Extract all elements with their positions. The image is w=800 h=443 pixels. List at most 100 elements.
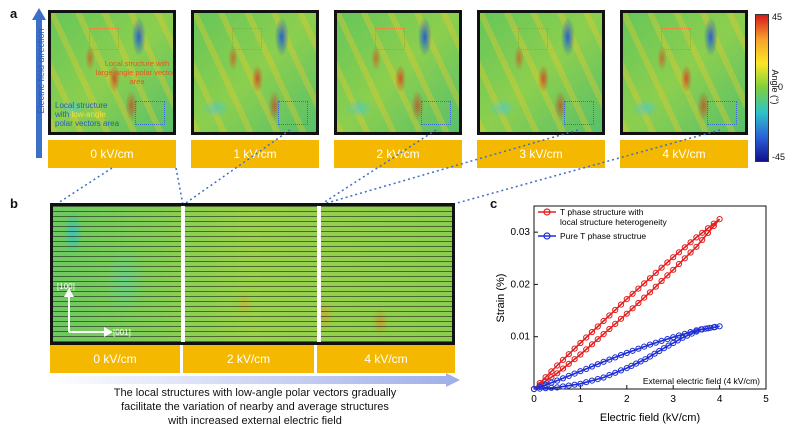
series-point	[641, 343, 648, 350]
series-point	[629, 305, 636, 312]
series-point	[565, 382, 572, 389]
colorbar-tick-0: 0	[778, 82, 784, 92]
increasing-field-arrow	[48, 373, 460, 387]
y-tick-label: 0.02	[511, 279, 531, 290]
series-point	[704, 225, 712, 232]
series-point	[707, 324, 714, 331]
series-point	[600, 374, 607, 381]
up-arrow-icon	[32, 8, 46, 158]
series-point	[658, 277, 665, 285]
angle-map-0: Local structure with large-angle polar v…	[48, 10, 176, 135]
series-point	[681, 244, 688, 251]
series-point	[617, 352, 625, 359]
series-point	[542, 381, 549, 388]
series-point	[554, 362, 561, 369]
legend-marker-1	[543, 232, 551, 240]
series-point	[687, 239, 694, 246]
series-point	[559, 383, 567, 390]
series-point	[670, 339, 677, 347]
external-field-annotation: External electric field (4 kV/cm)	[643, 376, 760, 386]
series-point	[606, 356, 613, 363]
x-tick-label: 0	[531, 394, 537, 405]
x-axis-label: Electric field (kV/cm)	[600, 412, 700, 424]
series-point	[665, 342, 672, 349]
series-point	[617, 367, 625, 374]
series-point	[554, 377, 561, 384]
series-point	[674, 337, 681, 344]
x-tick-label: 1	[578, 394, 584, 405]
axis-100-label: [100]	[57, 282, 75, 291]
series-point	[612, 320, 619, 328]
large-angle-annotation: Local structure with large-angle polar v…	[95, 59, 176, 86]
series-point	[658, 337, 665, 344]
series-point	[554, 384, 561, 391]
series-point	[588, 377, 596, 384]
series-point	[623, 296, 630, 303]
series-point	[536, 385, 543, 392]
series-point	[565, 351, 572, 358]
series-point	[571, 370, 578, 377]
series-point	[554, 370, 561, 377]
low-angle-region	[421, 101, 451, 125]
series-point	[646, 341, 654, 348]
low-angle-region	[135, 101, 165, 125]
series-point	[623, 365, 630, 372]
map-divider	[181, 206, 185, 342]
series-point	[600, 358, 607, 365]
series-point	[559, 365, 567, 372]
series-point	[664, 336, 671, 343]
series-point	[600, 331, 607, 338]
series-point	[606, 372, 613, 379]
series-point	[670, 254, 677, 261]
series-point	[646, 275, 654, 282]
series-point	[629, 290, 636, 297]
caption-line-1: The local structures with low-angle pola…	[113, 387, 397, 399]
low-angle-region	[564, 101, 594, 125]
plot-frame	[533, 205, 767, 390]
low-angle-highlight: low-angle	[71, 110, 106, 119]
field-label-a-0: 0 kV/cm	[48, 140, 176, 168]
y-tick-label: 0.01	[511, 332, 531, 343]
angle-map-3	[477, 10, 605, 135]
low-angle-annotation: Local structure with low-angle polar vec…	[55, 101, 135, 128]
large-angle-region	[518, 28, 548, 50]
series-point	[646, 353, 654, 360]
large-angle-region	[232, 28, 262, 50]
field-label-b-1: 2 kV/cm	[183, 345, 314, 373]
series-point	[577, 368, 584, 375]
series-point	[559, 356, 567, 363]
series-point	[617, 301, 625, 308]
field-label-a-1: 1 kV/cm	[191, 140, 319, 168]
panel-b-caption: The local structures with low-angle pola…	[60, 386, 450, 428]
panel-letter-a: a	[10, 6, 18, 21]
series-point	[623, 310, 630, 317]
series-point	[588, 328, 596, 336]
series-point	[704, 325, 712, 332]
series-point	[693, 243, 700, 250]
field-label-a-4: 4 kV/cm	[620, 140, 748, 168]
large-angle-region	[89, 28, 119, 50]
series-point	[571, 356, 578, 363]
series-point	[635, 345, 642, 352]
series-point	[600, 317, 607, 325]
series-point	[577, 339, 584, 347]
axis-001-label: [001]	[113, 328, 131, 337]
series-point	[652, 283, 659, 290]
strain-chart: 0 1 2 3 4 5 0.01 0.02 0.03 T phase structure wit…	[495, 205, 769, 424]
series-point	[660, 345, 667, 352]
series-point	[565, 360, 572, 367]
x-tick-label: 5	[763, 394, 769, 405]
low-angle-region	[278, 101, 308, 125]
field-label-a-2: 2 kV/cm	[334, 140, 462, 168]
legend-text-0-0: T phase structure with	[560, 207, 644, 217]
series-point	[588, 341, 596, 348]
colorbar-tick-minus45: -45	[772, 152, 786, 162]
series-point	[675, 249, 683, 256]
angle-colorbar	[755, 14, 769, 162]
series-point	[635, 285, 642, 292]
series-point	[651, 350, 658, 357]
electric-field-arrow: Electric field direction	[24, 8, 54, 158]
series-point	[542, 378, 549, 385]
large-angle-region	[661, 28, 691, 50]
field-label-b-0: 0 kV/cm	[50, 345, 180, 373]
